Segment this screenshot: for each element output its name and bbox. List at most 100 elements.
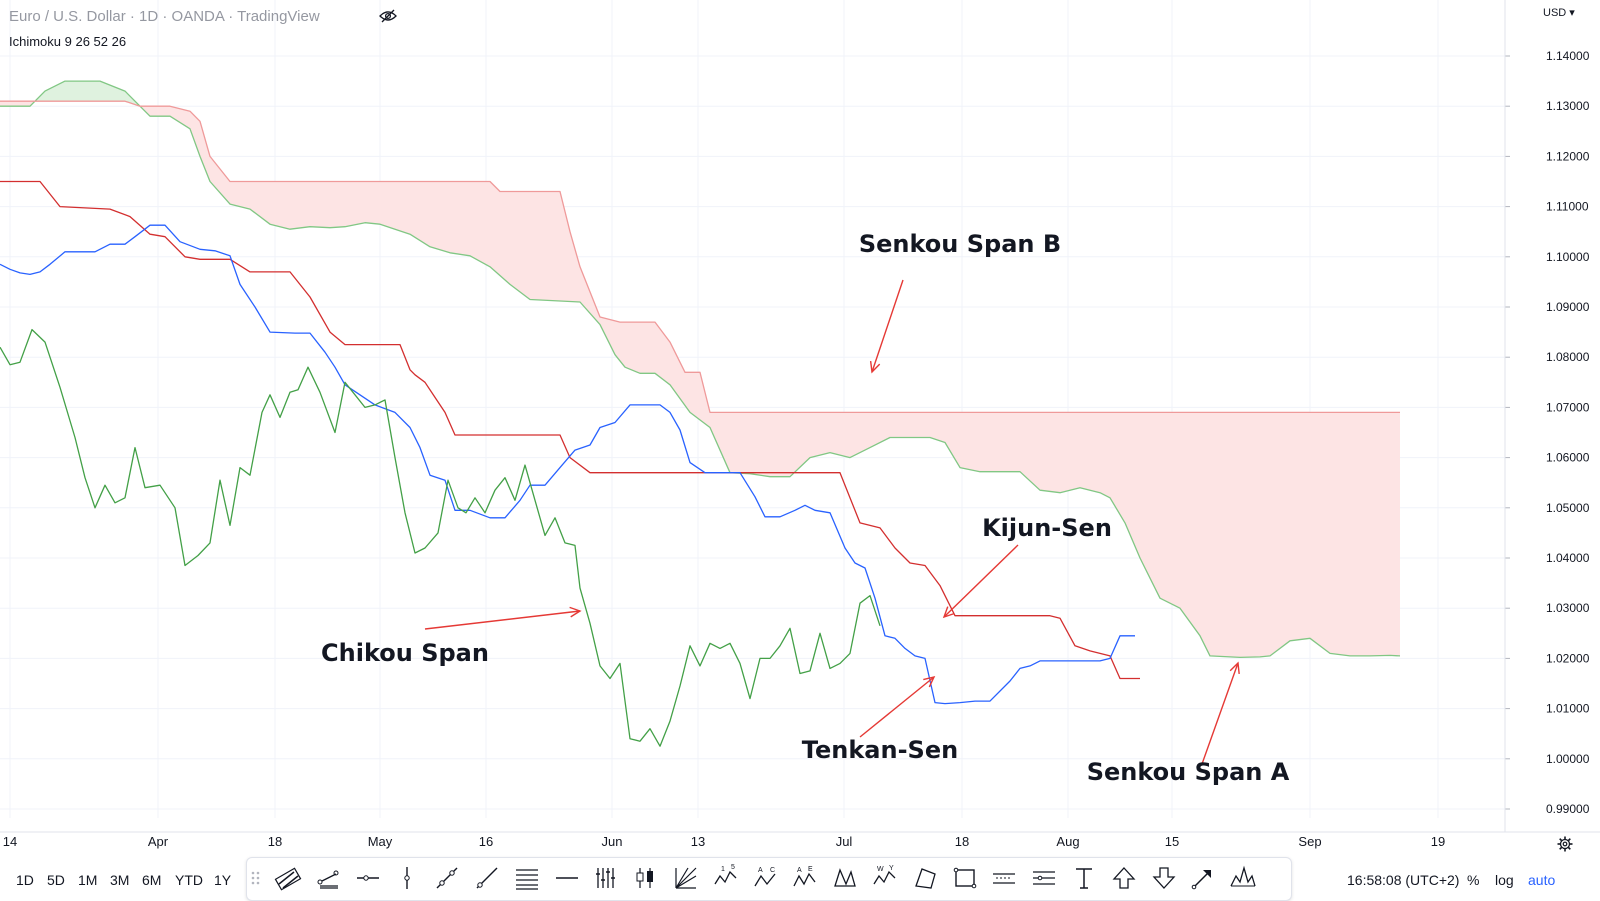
timeframe-6m-button[interactable]: 6M (142, 872, 162, 888)
cloud-bullish-fill (36, 81, 138, 106)
price-tick-label: 1.14000 (1546, 49, 1590, 63)
long-position-icon[interactable] (632, 864, 660, 892)
time-tick-label: May (368, 834, 393, 849)
arrowhead (923, 675, 936, 688)
price-tick-label: 1.12000 (1546, 149, 1590, 163)
annotation-labels: Senkou Span B Kijun-Sen Chikou Span Tenkan-… (321, 230, 1290, 786)
price-tick-label: 1.00000 (1546, 752, 1590, 766)
price-tick-label: 0.99000 (1546, 802, 1590, 816)
rectangle-icon[interactable] (951, 864, 979, 892)
gear-icon[interactable] (1557, 836, 1573, 852)
trend-angle-icon[interactable] (314, 864, 342, 892)
gann-fan-icon[interactable] (672, 864, 700, 892)
xabcd-pattern-icon[interactable] (831, 864, 859, 892)
annotation-arrow (1201, 662, 1239, 765)
arrowhead (942, 606, 955, 619)
annotation-label: Tenkan-Sen (802, 736, 958, 764)
currency-label: USD (1543, 7, 1567, 19)
annotation-label: Chikou Span (321, 639, 489, 667)
annotation-arrows (424, 279, 1240, 765)
svg-text:A: A (797, 867, 802, 874)
svg-text:Y: Y (889, 865, 894, 872)
time-tick-label: 14 (3, 834, 17, 849)
triangle-pattern-icon[interactable] (911, 864, 939, 892)
annotation-label: Senkou Span B (859, 230, 1061, 258)
fib-retracement-icon[interactable] (513, 864, 541, 892)
pitchfork-icon[interactable] (592, 864, 620, 892)
time-tick-label: Jun (602, 834, 623, 849)
price-range-icon[interactable] (1030, 864, 1058, 892)
annotation-label: Senkou Span A (1087, 758, 1290, 786)
arrowhead (869, 360, 881, 374)
chikou-span-line (0, 328, 881, 747)
ray-icon[interactable] (473, 864, 501, 892)
time-tick-label: 16 (479, 834, 493, 849)
price-tick-label: 1.08000 (1546, 350, 1590, 364)
price-tick-label: 1.07000 (1546, 400, 1590, 414)
ichimoku-cloud (0, 81, 1400, 658)
time-tick-label: 19 (1431, 834, 1445, 849)
timeframe-1y-button[interactable]: 1Y (214, 872, 232, 888)
timeframe-1d-button[interactable]: 1D (16, 872, 34, 888)
time-tick-label: 18 (955, 834, 969, 849)
clock[interactable]: 16:58:08 (UTC+2) (1347, 872, 1460, 888)
symbol-legend-title[interactable]: Euro / U.S. Dollar · 1D · OANDA · Tradin… (9, 8, 320, 25)
svg-text:1: 1 (721, 866, 725, 873)
currency-selector[interactable]: USD ▾ (1543, 6, 1575, 19)
eye-crossed-icon[interactable] (379, 9, 397, 23)
head-shoulders-icon[interactable] (1229, 864, 1257, 892)
auto-scale-button[interactable]: auto (1528, 872, 1556, 888)
price-tick-label: 1.05000 (1546, 501, 1590, 515)
price-tick-label: 1.09000 (1546, 300, 1590, 314)
time-tick-label: Jul (836, 834, 853, 849)
indicator-lines (0, 80, 1401, 747)
annotation-arrow (871, 279, 904, 373)
senkou-span-a-line (0, 80, 1401, 659)
grid (0, 0, 1505, 818)
parallel-channel-icon[interactable] (274, 864, 302, 892)
timeframe-3m-button[interactable]: 3M (110, 872, 130, 888)
arrow-marker-icon[interactable] (1189, 864, 1217, 892)
trend-line-icon[interactable] (433, 864, 461, 892)
annotation-arrow (424, 610, 581, 630)
annotation-arrow (859, 676, 935, 738)
svg-text:E: E (808, 866, 813, 873)
text-icon[interactable] (1070, 864, 1098, 892)
time-tick-label: 18 (268, 834, 282, 849)
percent-scale-button[interactable]: % (1467, 872, 1480, 888)
timeframe-1m-button[interactable]: 1M (78, 872, 98, 888)
tenkan-sen-line (0, 224, 1135, 705)
arrowhead (569, 606, 582, 618)
svg-text:W: W (877, 866, 884, 873)
log-scale-button[interactable]: log (1495, 872, 1514, 888)
chevron-down-icon: ▾ (1566, 7, 1575, 19)
vertical-line-icon[interactable] (393, 864, 421, 892)
price-tick-label: 1.04000 (1546, 551, 1590, 565)
senkou-span-b-line (0, 100, 1400, 414)
price-tick-label: 1.11000 (1546, 200, 1589, 214)
annotation-label: Kijun-Sen (982, 514, 1112, 542)
time-tick-label: Aug (1056, 834, 1079, 849)
indicator-legend[interactable]: Ichimoku 9 26 52 26 (9, 34, 127, 49)
svg-text:A: A (758, 867, 763, 874)
horizontal-line-icon[interactable] (553, 864, 581, 892)
drag-handle-icon[interactable] (248, 864, 276, 892)
arrow-up-icon[interactable] (1110, 864, 1138, 892)
annotation-arrow (943, 544, 1019, 618)
timeframe-ytd-button[interactable]: YTD (175, 872, 203, 888)
arrow-down-icon[interactable] (1150, 864, 1178, 892)
arrowhead (1229, 661, 1240, 675)
cloud-bearish-fill (0, 101, 34, 107)
axes: 1.14000 1.13000 1.12000 1.11000 1.10000 1.090… (0, 0, 1600, 849)
svg-text:5: 5 (731, 864, 735, 871)
horizontal-ray-icon[interactable] (354, 864, 382, 892)
date-range-icon[interactable] (990, 864, 1018, 892)
timeframe-5d-button[interactable]: 5D (47, 872, 65, 888)
time-tick-label: Sep (1298, 834, 1321, 849)
price-tick-label: 1.06000 (1546, 451, 1590, 465)
